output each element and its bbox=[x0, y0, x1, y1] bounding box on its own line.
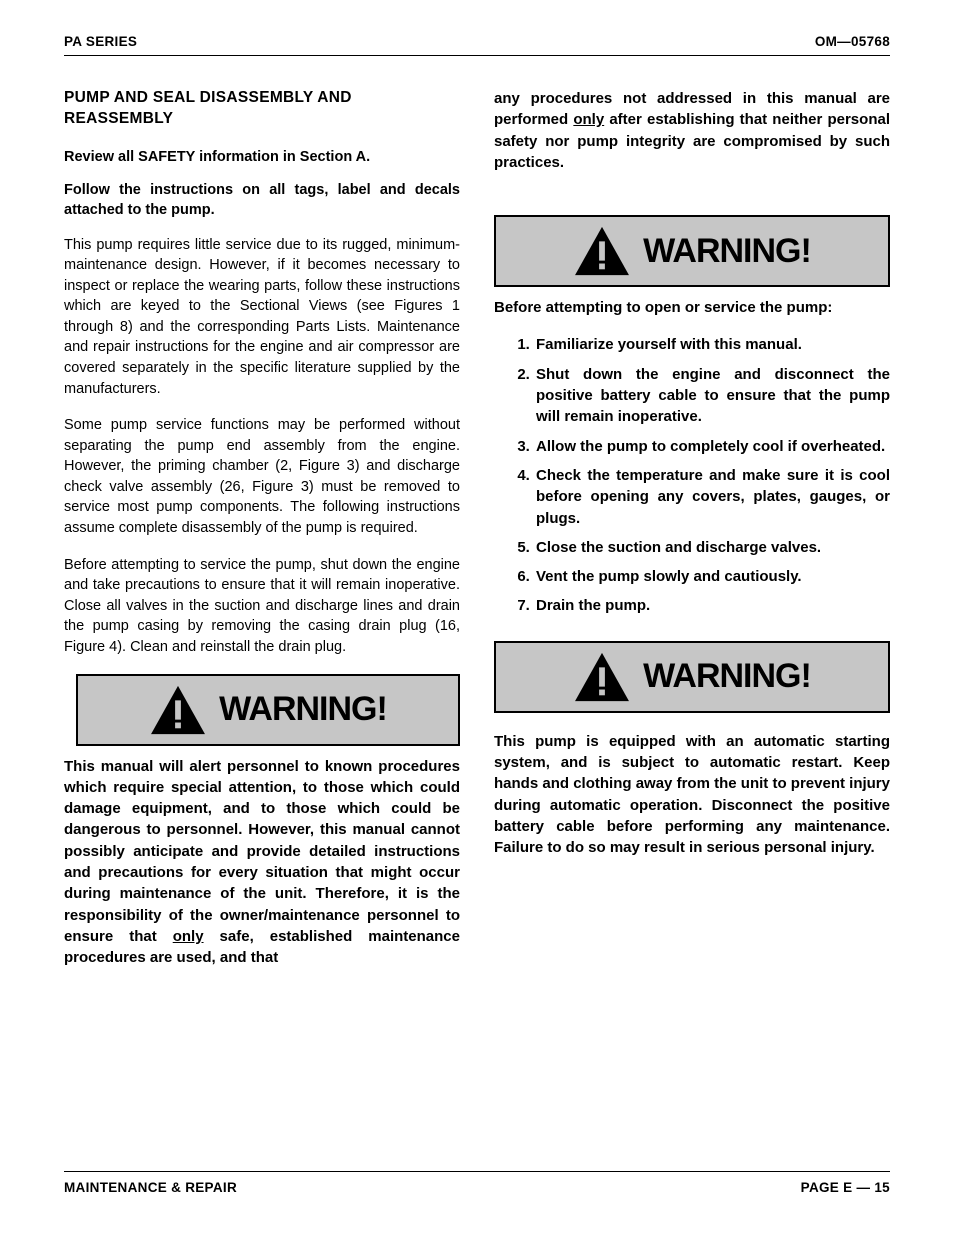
list-item: Close the suction and discharge valves. bbox=[534, 537, 890, 558]
footer-right: PAGE E — 15 bbox=[801, 1180, 890, 1195]
warning-banner-3: WARNING! bbox=[494, 641, 890, 713]
follow-instructions-line: Follow the instructions on all tags, lab… bbox=[64, 181, 460, 220]
warning-1-cont-only: only bbox=[573, 111, 604, 128]
before-open-line: Before attempting to open or service the… bbox=[494, 297, 890, 318]
warning-3-text: This pump is equipped with an automatic … bbox=[494, 731, 890, 859]
list-item: Shut down the engine and disconnect the … bbox=[534, 364, 890, 428]
warning-triangle-icon bbox=[149, 684, 207, 736]
page-footer: MAINTENANCE & REPAIR PAGE E — 15 bbox=[64, 1171, 890, 1195]
header-right: OM—05768 bbox=[815, 34, 890, 49]
header-left: PA SERIES bbox=[64, 34, 137, 49]
review-safety-line: Review all SAFETY information in Section… bbox=[64, 148, 460, 168]
list-item: Vent the pump slowly and cautiously. bbox=[534, 566, 890, 587]
warning-banner-2: WARNING! bbox=[494, 215, 890, 287]
warning-1-only: only bbox=[173, 928, 204, 945]
page: PA SERIES OM—05768 PUMP AND SEAL DISASSE… bbox=[0, 0, 954, 1008]
warning-triangle-icon bbox=[573, 651, 631, 703]
two-column-layout: PUMP AND SEAL DISASSEMBLY AND REASSEMBLY… bbox=[64, 88, 890, 968]
left-column: PUMP AND SEAL DISASSEMBLY AND REASSEMBLY… bbox=[64, 88, 460, 968]
warning-label: WARNING! bbox=[643, 232, 811, 271]
list-item: Drain the pump. bbox=[534, 595, 890, 616]
warning-1-pre: This manual will alert personnel to know… bbox=[64, 758, 460, 945]
paragraph-service: Some pump service functions may be perfo… bbox=[64, 415, 460, 538]
paragraph-intro: This pump requires little service due to… bbox=[64, 235, 460, 400]
footer-left: MAINTENANCE & REPAIR bbox=[64, 1180, 237, 1195]
paragraph-before-service: Before attempting to service the pump, s… bbox=[64, 555, 460, 658]
right-column: any procedures not addressed in this man… bbox=[494, 88, 890, 968]
warning-1-continued: any procedures not addressed in this man… bbox=[494, 88, 890, 173]
list-item: Allow the pump to completely cool if ove… bbox=[534, 436, 890, 457]
warning-label: WARNING! bbox=[643, 657, 811, 696]
page-header: PA SERIES OM—05768 bbox=[64, 34, 890, 56]
warning-triangle-icon bbox=[573, 225, 631, 277]
warning-banner-1: WARNING! bbox=[76, 674, 460, 746]
section-title: PUMP AND SEAL DISASSEMBLY AND REASSEMBLY bbox=[64, 88, 460, 130]
warning-1-text: This manual will alert personnel to know… bbox=[64, 756, 460, 969]
precaution-list: Familiarize yourself with this manual. S… bbox=[494, 334, 890, 616]
list-item: Familiarize yourself with this manual. bbox=[534, 334, 890, 355]
list-item: Check the temperature and make sure it i… bbox=[534, 465, 890, 529]
warning-label: WARNING! bbox=[219, 690, 387, 729]
